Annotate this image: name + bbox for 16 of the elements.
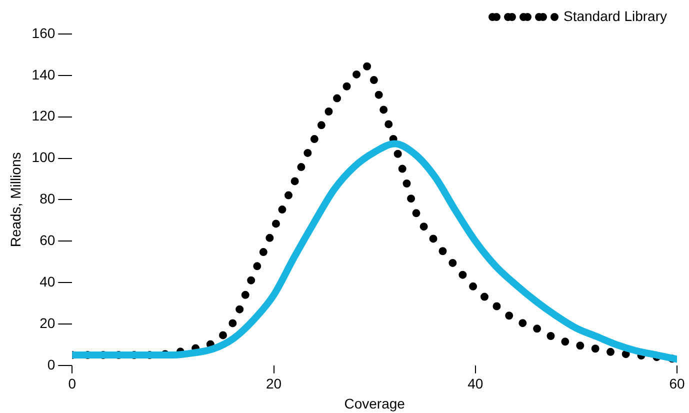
y-tick-label: 140 <box>32 66 56 82</box>
y-axis-title: Reads, Millions <box>7 152 24 248</box>
x-tick-label: 40 <box>468 376 484 392</box>
y-tick-label: 60 <box>40 232 56 248</box>
y-tick-label: 80 <box>40 190 56 207</box>
x-axis-title: Coverage <box>344 395 406 412</box>
y-tick-label: 20 <box>40 314 56 331</box>
y-tick-label: 100 <box>32 149 56 166</box>
y-tick-label: 0 <box>47 356 56 372</box>
y-tick-label: 40 <box>40 273 56 290</box>
x-tick-label: 60 <box>669 376 685 392</box>
x-tick-label: 20 <box>266 376 282 392</box>
y-tick-label: 120 <box>32 108 56 124</box>
x-tick-label: 0 <box>68 376 76 392</box>
legend-label: Standard Library <box>563 8 668 24</box>
y-tick-label: 160 <box>32 24 56 41</box>
